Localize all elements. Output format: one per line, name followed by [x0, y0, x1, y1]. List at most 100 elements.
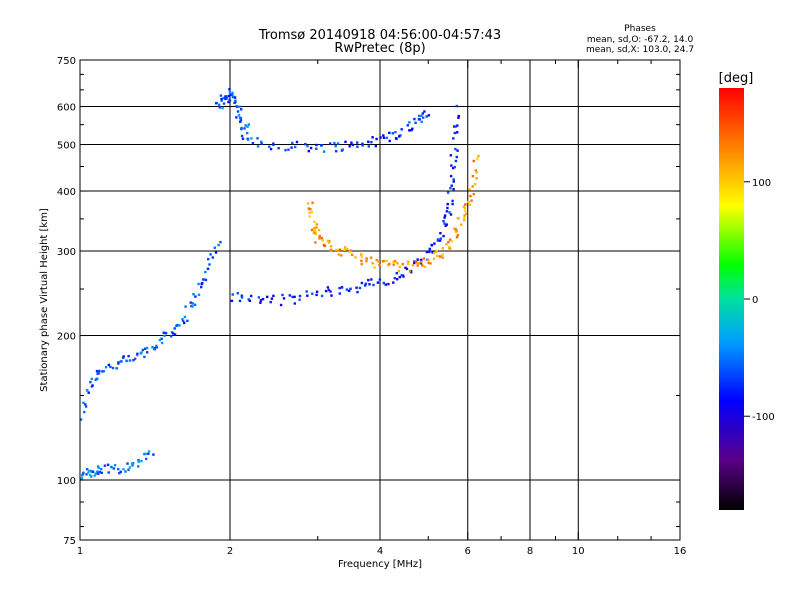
data-point — [472, 159, 475, 163]
data-point — [395, 272, 398, 275]
data-point — [239, 119, 243, 122]
data-point — [310, 210, 313, 214]
data-point — [365, 257, 368, 260]
data-point — [143, 452, 146, 456]
data-point — [240, 296, 244, 299]
data-point — [98, 470, 101, 474]
data-point — [220, 99, 223, 102]
data-point — [320, 294, 324, 298]
data-point — [130, 462, 134, 465]
data-point — [304, 142, 307, 146]
data-point — [420, 114, 423, 118]
data-point — [314, 241, 317, 244]
data-point — [468, 203, 471, 206]
data-point — [453, 131, 456, 135]
data-point — [228, 98, 231, 102]
y-tick-label: 300 — [57, 247, 76, 258]
data-point — [219, 240, 222, 244]
data-point — [231, 93, 234, 96]
data-point — [338, 286, 341, 290]
data-point — [234, 99, 237, 102]
data-point — [337, 249, 340, 252]
data-point — [423, 265, 427, 268]
data-point — [247, 138, 250, 141]
data-point — [313, 229, 316, 232]
data-point — [119, 360, 123, 363]
data-point — [343, 248, 346, 251]
x-tick-label: 16 — [674, 546, 687, 557]
data-point — [392, 260, 395, 264]
y-tick-label: 600 — [57, 103, 76, 114]
data-point — [388, 262, 391, 266]
data-point — [211, 256, 214, 259]
data-point — [367, 278, 370, 282]
data-point — [193, 303, 197, 306]
data-point — [137, 460, 140, 463]
data-point — [364, 284, 367, 287]
data-point — [272, 143, 275, 146]
data-point — [94, 472, 97, 475]
data-point — [341, 148, 344, 151]
data-point — [246, 131, 249, 135]
data-point — [449, 187, 452, 190]
data-point — [268, 145, 271, 148]
data-point — [404, 266, 407, 269]
data-point — [351, 143, 354, 147]
data-point — [173, 333, 177, 336]
data-point — [330, 294, 333, 297]
data-point — [435, 250, 438, 253]
data-point — [98, 369, 101, 373]
data-point — [427, 261, 430, 265]
data-point — [269, 300, 272, 304]
data-point — [89, 380, 92, 384]
data-point — [238, 116, 242, 120]
data-point — [313, 226, 316, 230]
data-point — [222, 102, 226, 105]
data-point — [413, 117, 416, 121]
data-point — [398, 135, 401, 138]
data-point — [448, 246, 451, 249]
data-point — [238, 299, 242, 303]
data-point — [183, 315, 187, 319]
data-point — [200, 285, 203, 289]
data-point — [349, 249, 352, 252]
data-point — [101, 370, 104, 373]
data-point — [97, 372, 101, 375]
data-point — [79, 418, 83, 421]
data-point — [221, 106, 224, 110]
data-point — [385, 136, 388, 140]
data-point — [333, 141, 336, 145]
data-point — [326, 239, 329, 243]
data-point — [401, 263, 404, 266]
data-point — [118, 472, 121, 475]
data-point — [335, 150, 338, 153]
data-point — [350, 253, 354, 256]
data-point — [215, 102, 218, 105]
data-point — [298, 294, 302, 298]
data-point — [361, 144, 364, 147]
data-point — [373, 266, 376, 269]
data-point — [468, 188, 471, 191]
data-point — [122, 468, 125, 471]
data-point — [293, 295, 296, 299]
data-point — [208, 263, 211, 266]
data-point — [420, 120, 423, 124]
data-point — [453, 125, 456, 128]
data-point — [477, 154, 480, 158]
data-point — [441, 256, 444, 259]
data-point — [408, 129, 411, 132]
data-point — [152, 453, 155, 456]
data-point — [308, 215, 311, 218]
x-tick-label: 8 — [527, 546, 533, 557]
data-point — [400, 274, 403, 277]
data-point — [413, 261, 416, 265]
data-point — [446, 202, 449, 206]
data-point — [155, 344, 158, 348]
data-point — [382, 136, 386, 139]
data-point — [201, 278, 205, 281]
data-point — [322, 243, 326, 247]
data-point — [88, 469, 91, 472]
chart-subtitle: RwPretec (8p) — [334, 41, 425, 56]
data-point — [421, 264, 424, 267]
data-point — [240, 108, 243, 111]
